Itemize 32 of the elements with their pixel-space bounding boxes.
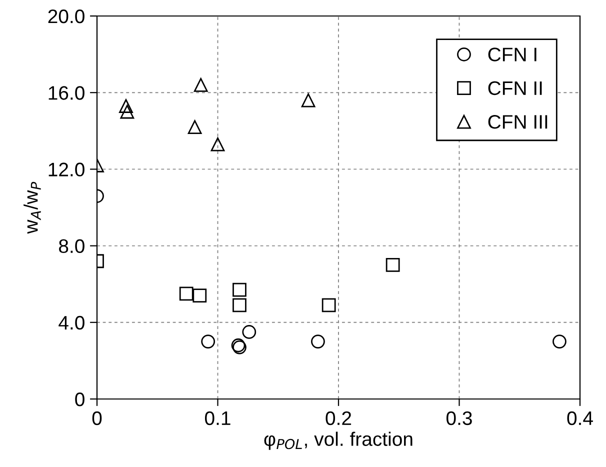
point bbox=[322, 298, 336, 312]
y-tick-label: 0 bbox=[75, 392, 84, 406]
point bbox=[120, 104, 134, 119]
x-tick-label: 0.3 bbox=[446, 411, 472, 426]
point bbox=[311, 334, 325, 348]
point bbox=[119, 99, 133, 113]
y-tick-label: 16.0 bbox=[48, 86, 84, 100]
point bbox=[552, 334, 566, 348]
y-tick-label: 12.0 bbox=[48, 162, 84, 176]
x-tick-label: 0.4 bbox=[567, 411, 593, 426]
x-tick-label: 0.2 bbox=[326, 411, 352, 426]
y-tick-label: 8.0 bbox=[59, 239, 84, 254]
y-axis-title: w$_{A}$/w$_{P}$ bbox=[24, 182, 41, 234]
point bbox=[242, 325, 256, 339]
point bbox=[232, 298, 246, 312]
point bbox=[194, 78, 208, 92]
x-tick-label: 0.1 bbox=[204, 411, 230, 426]
point bbox=[201, 334, 216, 348]
point bbox=[232, 282, 246, 297]
x-tick-label: 0 bbox=[92, 411, 102, 426]
point bbox=[210, 137, 225, 152]
x-axis-title: φ$_{POL}$, vol. fraction bbox=[264, 432, 412, 450]
y-tick-label: 20.0 bbox=[48, 9, 84, 24]
legend-label: CFN I bbox=[488, 48, 536, 62]
point bbox=[386, 258, 400, 272]
point bbox=[188, 120, 202, 134]
point bbox=[192, 288, 207, 303]
point bbox=[301, 93, 316, 108]
legend-label: CFN II bbox=[488, 81, 542, 96]
point bbox=[179, 286, 194, 301]
y-tick-label: 4.0 bbox=[58, 316, 84, 330]
legend-label: CFN III bbox=[488, 114, 548, 129]
